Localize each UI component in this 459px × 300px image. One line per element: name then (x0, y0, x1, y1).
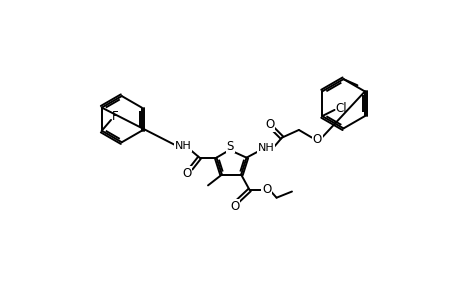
Text: Cl: Cl (334, 102, 346, 115)
Text: O: O (261, 183, 271, 196)
Text: NH: NH (174, 141, 191, 151)
Text: O: O (312, 133, 321, 146)
Text: O: O (230, 200, 239, 213)
Text: NH: NH (257, 143, 274, 153)
Text: O: O (264, 118, 274, 131)
Text: O: O (182, 167, 191, 180)
Text: F: F (112, 110, 118, 123)
Text: S: S (226, 140, 234, 153)
